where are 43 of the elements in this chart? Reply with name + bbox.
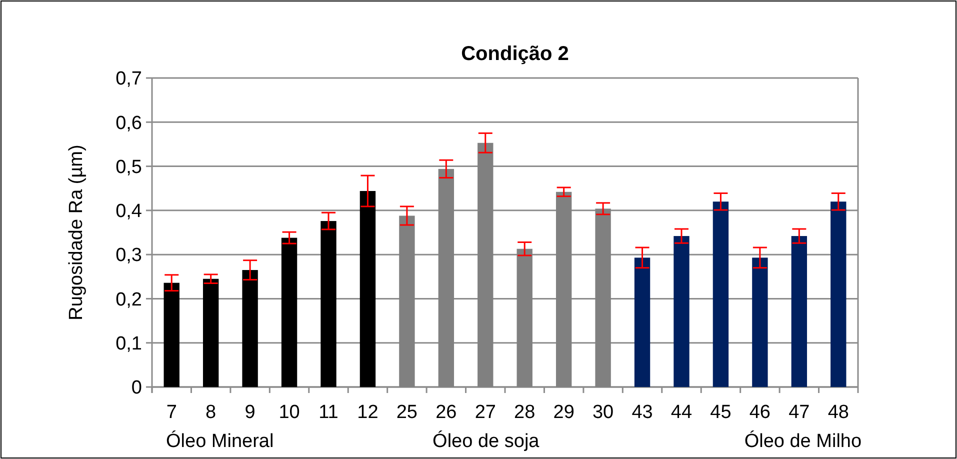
y-tick-label: 0,1 xyxy=(116,334,142,355)
text: Óleo Mineral xyxy=(166,430,274,452)
y-tick-label: 0,6 xyxy=(116,112,142,134)
x-tick-label: 27 xyxy=(474,402,496,423)
x-tick-label: 7 xyxy=(166,402,177,423)
bar xyxy=(752,258,768,387)
x-tick-label: 30 xyxy=(592,402,614,423)
y-tick-label: 0,4 xyxy=(116,201,142,222)
chart-title: Condição 2 xyxy=(461,43,569,65)
x-tick-label: 46 xyxy=(749,402,771,423)
x-tick-label: 10 xyxy=(278,402,300,423)
y-tick-label: 0 xyxy=(131,378,142,399)
bar xyxy=(712,202,729,387)
bar xyxy=(360,191,376,387)
text: Óleo de soja xyxy=(432,430,540,452)
x-tick-label: 44 xyxy=(670,402,692,423)
y-tick-label: 0,3 xyxy=(116,245,142,266)
y-axis-title: Rugosidade Ra (µm) xyxy=(66,144,87,320)
x-tick-label: 8 xyxy=(206,402,216,423)
bar xyxy=(281,238,298,387)
x-tick-label: 26 xyxy=(436,402,457,423)
bar xyxy=(791,236,808,387)
bar xyxy=(202,278,219,387)
y-tick-label: 0,7 xyxy=(116,68,142,90)
x-tick-label: 12 xyxy=(357,402,378,423)
bar xyxy=(674,236,690,387)
y-tick-label: 0,5 xyxy=(116,156,142,178)
x-tick-label: 29 xyxy=(553,402,574,423)
x-tick-label: 47 xyxy=(788,402,810,423)
bar xyxy=(242,270,258,387)
x-tick-label: 11 xyxy=(318,402,338,423)
bar xyxy=(320,221,336,387)
bar xyxy=(164,282,180,387)
x-tick-label: 28 xyxy=(514,402,536,423)
x-tick-label: 9 xyxy=(244,402,256,423)
bar xyxy=(634,258,650,387)
text: Óleo de Milho xyxy=(744,430,862,452)
x-tick-label: 25 xyxy=(396,402,418,423)
y-tick-label: 0,2 xyxy=(116,289,142,310)
x-tick-label: 48 xyxy=(828,402,849,423)
x-tick-label: 45 xyxy=(710,402,732,423)
bar xyxy=(830,202,846,387)
x-tick-label: 43 xyxy=(632,402,653,423)
